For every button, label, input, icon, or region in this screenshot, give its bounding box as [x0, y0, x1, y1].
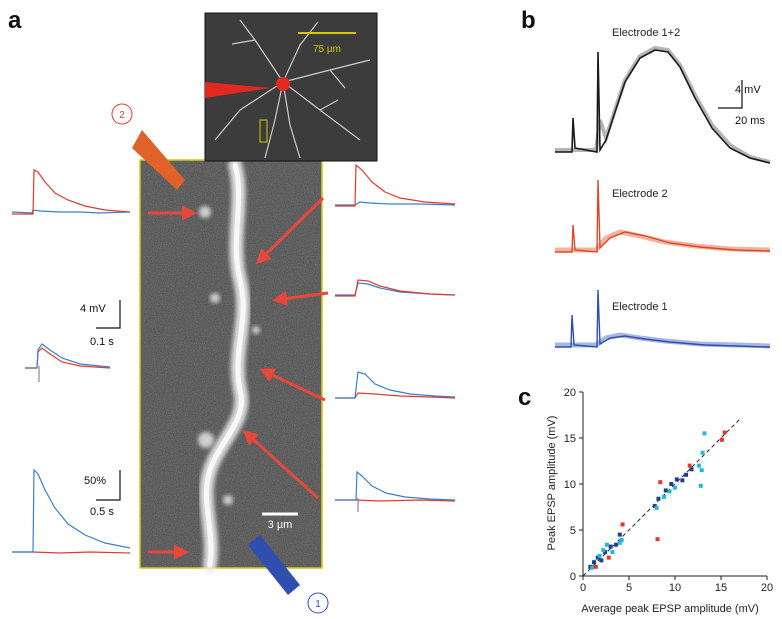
x-tick-label: 0	[580, 582, 586, 594]
arrow-right-1	[255, 196, 325, 265]
x-axis-label: Average peak EPSP amplitude (mV)	[581, 603, 759, 615]
y-tick-label: 15	[564, 433, 576, 445]
scatter-point	[593, 564, 598, 569]
inset-scale-label: 75 µm	[313, 44, 341, 55]
trace-right-2	[335, 279, 456, 297]
scatter-point	[684, 472, 689, 477]
scatter-point	[698, 483, 703, 488]
scatter-point	[619, 538, 624, 543]
scatter-point	[661, 494, 666, 499]
x-tick-label: 10	[669, 582, 681, 594]
scatter-point	[608, 544, 613, 549]
neuron-inset: 75 µm	[204, 12, 378, 162]
scatter-point	[610, 550, 615, 555]
y-tick-label: 5	[570, 525, 576, 537]
scale-percent-label: 50%	[84, 475, 106, 487]
scatter-point	[617, 532, 622, 537]
x-tick-label: 5	[626, 582, 632, 594]
scatter-point	[590, 565, 595, 570]
dendrite-image: 3 µm	[139, 158, 323, 572]
scatter-point	[592, 560, 597, 565]
scatter-point	[658, 480, 663, 485]
scatter-chart: 0 5 10 15 20 0 5 10 15 20 Average peak EPSP ampli…	[546, 387, 773, 615]
panel-b-trace-electrode-1: Electrode 1	[555, 289, 771, 349]
scatter-point	[669, 482, 674, 486]
y-tick-label: 10	[564, 479, 576, 491]
panel-b-scale-voltage: 4 mV	[735, 84, 761, 96]
x-tick-label: 20	[761, 582, 773, 594]
y-tick-label: 20	[564, 387, 576, 399]
scatter-point	[689, 467, 694, 472]
scale-time-long-label: 0.5 s	[90, 506, 114, 518]
trace-combined-label: Electrode 1+2	[612, 27, 680, 39]
scatter-point	[601, 548, 606, 553]
arrow-right-3	[259, 368, 326, 402]
panel-b-trace-electrode-2: Electrode 2	[555, 179, 771, 253]
electrode-2-label: 2	[119, 110, 125, 121]
scatter-point	[680, 478, 685, 483]
scatter-point	[722, 430, 727, 435]
electrode-1-label: 1	[315, 599, 321, 610]
scatter-point	[696, 463, 701, 468]
scatter-point	[663, 488, 668, 493]
trace-right-3	[335, 371, 456, 399]
scatter-point	[656, 496, 661, 501]
trace-left-3	[12, 468, 131, 554]
y-tick-label: 0	[570, 571, 576, 583]
scatter-axes: 0 5 10 15 20 0 5 10 15 20	[564, 387, 773, 594]
panel-b-trace-combined: Electrode 1+2 4 mV 20 ms	[555, 27, 771, 164]
scatter-point	[719, 437, 724, 442]
scatter-point	[702, 431, 707, 436]
trace-electrode-2-label: Electrode 2	[612, 188, 668, 200]
scale-bar-voltage-time: 4 mV 0.1 s	[80, 300, 121, 348]
panel-c-letter: c	[518, 384, 531, 411]
scatter-point	[597, 553, 602, 558]
trace-left-1	[11, 169, 131, 215]
scatter-point	[655, 537, 660, 542]
panel-b-letter: b	[521, 7, 536, 34]
panel-b-scale-bar	[718, 80, 743, 109]
x-tick-label: 15	[715, 582, 727, 594]
trace-right-4	[335, 470, 456, 512]
main-scale-label: 3 µm	[268, 519, 293, 531]
panel-a-letter: a	[8, 7, 22, 34]
scatter-point	[700, 450, 705, 455]
scatter-point	[699, 468, 704, 473]
scatter-point	[599, 558, 604, 563]
scatter-point	[620, 522, 625, 527]
scatter-point	[606, 555, 611, 560]
scale-voltage-label: 4 mV	[80, 303, 106, 315]
scale-time-short-label: 0.1 s	[90, 336, 114, 348]
trace-left-2	[25, 343, 111, 382]
panel-b-scale-time: 20 ms	[735, 115, 765, 127]
identity-line	[582, 419, 740, 577]
arrow-right-2	[272, 290, 329, 306]
scatter-point	[617, 540, 622, 545]
scatter-point	[654, 505, 659, 510]
site-arrows	[148, 196, 329, 560]
scatter-point	[667, 489, 672, 494]
arrow-right-4	[242, 429, 320, 500]
scatter-points	[588, 430, 727, 570]
electrode-1: 1	[248, 535, 329, 614]
scatter-point	[604, 542, 609, 547]
y-axis-label: Peak EPSP amplitude (mV)	[546, 416, 558, 551]
scatter-point	[673, 485, 677, 490]
scatter-point	[614, 542, 619, 547]
scatter-point	[687, 463, 692, 468]
electrode-2: 2	[111, 103, 185, 190]
scale-bar-percent-time: 50% 0.5 s	[84, 470, 121, 518]
trace-electrode-1-label: Electrode 1	[612, 301, 668, 313]
trace-right-1	[335, 163, 456, 207]
scatter-point	[674, 477, 679, 482]
